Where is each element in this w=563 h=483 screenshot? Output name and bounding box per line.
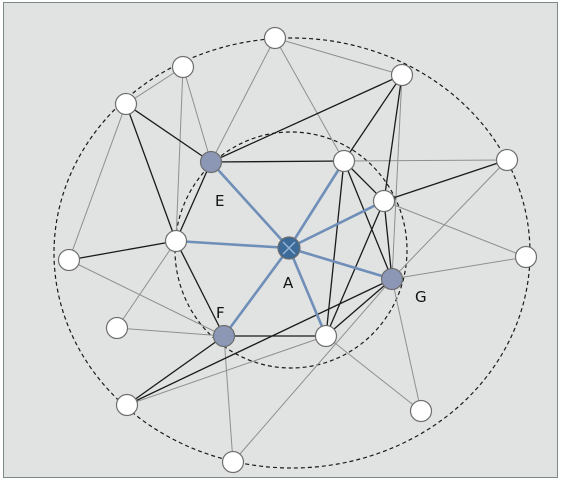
edge-outer-F-o11 xyxy=(223,335,234,463)
edge-inner-n3-o5 xyxy=(383,159,508,202)
label-G: G xyxy=(415,288,427,306)
edge-outer-o2-o4 xyxy=(125,66,184,105)
edge-outer-G-o11 xyxy=(232,278,393,463)
edges xyxy=(68,37,527,463)
edge-outer-n1-o2 xyxy=(175,66,184,242)
label-A: A xyxy=(283,274,294,292)
edge-outer-n2-o5 xyxy=(343,159,508,162)
edge-inner-n1-o6 xyxy=(68,240,177,261)
node-o1 xyxy=(263,26,287,50)
node-o8 xyxy=(105,316,129,340)
node-n3 xyxy=(372,189,396,213)
edge-outer-F-o8 xyxy=(116,327,225,337)
edge-inner-G-o9 xyxy=(126,278,393,406)
node-n2 xyxy=(332,149,356,173)
node-o3 xyxy=(390,63,414,87)
node-o11 xyxy=(221,450,245,474)
label-F: F xyxy=(216,304,225,322)
edge-inner-F-o9 xyxy=(126,335,225,406)
edge-center-A-n3 xyxy=(288,199,385,250)
edge-center-A-n4 xyxy=(287,247,328,337)
edge-outer-o8-n1 xyxy=(116,240,177,329)
node-G xyxy=(380,267,404,291)
nodes xyxy=(57,26,538,474)
node-F xyxy=(212,324,236,348)
edge-inner-n3-o3 xyxy=(383,74,403,202)
edge-outer-E-o1 xyxy=(210,37,276,163)
node-o4 xyxy=(114,92,138,116)
node-o5 xyxy=(495,148,519,172)
node-labels: E A F G xyxy=(215,192,427,322)
edge-inner-n4-G xyxy=(325,278,393,337)
label-E: E xyxy=(215,192,224,210)
node-o6 xyxy=(57,248,81,272)
edge-outer-G-o10 xyxy=(391,278,422,412)
node-A-mark-2 xyxy=(282,241,296,255)
edge-inner-n1-F xyxy=(175,240,225,337)
edge-outer-n4-o10 xyxy=(325,335,422,412)
node-o7 xyxy=(514,245,538,269)
edge-inner-n2-G xyxy=(343,160,393,280)
edge-outer-n3-o7 xyxy=(383,200,527,258)
edge-inner-E-n1 xyxy=(175,161,212,242)
node-n4 xyxy=(314,324,338,348)
edge-outer-o1-o3 xyxy=(274,37,403,76)
edge-inner-n1-o4 xyxy=(125,103,177,242)
node-o2 xyxy=(171,55,195,79)
edge-outer-o1-n2 xyxy=(274,37,345,162)
node-n1 xyxy=(164,229,188,253)
edge-inner-E-o4 xyxy=(125,103,212,163)
edge-inner-E-n2 xyxy=(210,160,345,163)
edge-center-A-n1 xyxy=(175,239,290,250)
edge-inner-n2-n4 xyxy=(325,160,345,337)
edge-center-A-E xyxy=(210,161,290,249)
edge-center-A-n2 xyxy=(287,160,346,249)
edge-inner-E-o3 xyxy=(210,74,403,163)
edge-inner-G-n3 xyxy=(383,200,393,280)
edge-inner-n2-o3 xyxy=(343,74,403,162)
edge-outer-G-o7 xyxy=(391,256,527,280)
node-o9 xyxy=(115,393,139,417)
node-o10 xyxy=(409,399,433,423)
edge-outer-o6-F xyxy=(68,259,225,337)
edge-outer-o3-G xyxy=(391,74,403,280)
edge-outer-o5-G xyxy=(391,159,508,280)
edge-center-A-G xyxy=(288,246,393,281)
edge-outer-E-o2 xyxy=(182,66,212,163)
edge-center-A-F xyxy=(222,247,291,337)
edge-outer-o4-o6 xyxy=(68,103,127,261)
node-E xyxy=(199,150,223,174)
